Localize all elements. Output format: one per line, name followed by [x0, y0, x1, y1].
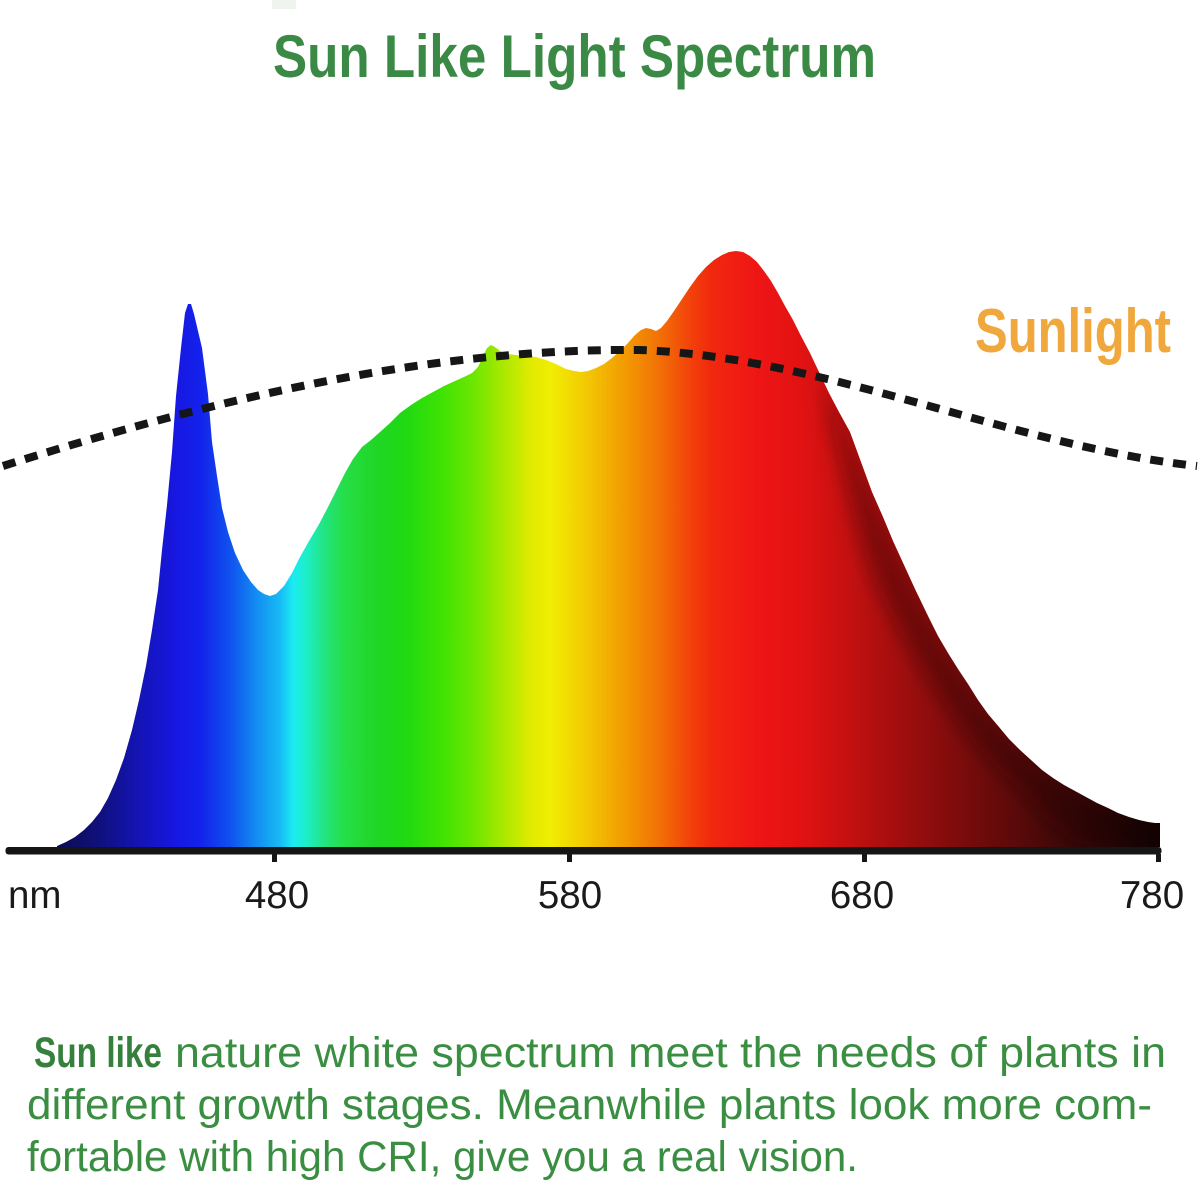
svg-text:Sunlight: Sunlight: [975, 297, 1171, 366]
svg-text:580: 580: [538, 874, 602, 917]
svg-text:Sun Like Light Spectrum: Sun Like Light Spectrum: [273, 23, 876, 90]
svg-text:Sun like: Sun like: [34, 1029, 162, 1077]
svg-text:nature white spectrum meet the: nature white spectrum meet the needs of …: [175, 1029, 1166, 1077]
svg-text:680: 680: [830, 874, 894, 917]
svg-text:780: 780: [1120, 874, 1184, 917]
svg-text:fortable with high CRI, give y: fortable with high CRI, give you a real …: [27, 1133, 858, 1181]
svg-text:nm: nm: [8, 874, 61, 917]
svg-text:different growth stages. Meanw: different growth stages. Meanwhile plant…: [27, 1081, 1152, 1129]
svg-text:480: 480: [245, 874, 309, 917]
